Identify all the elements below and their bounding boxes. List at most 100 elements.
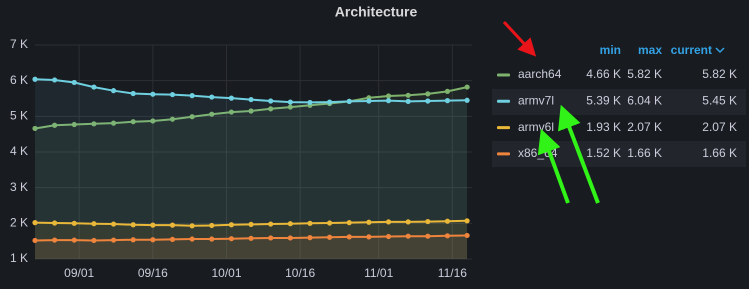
data-point	[189, 236, 195, 242]
data-point	[385, 98, 392, 104]
series-area	[35, 87, 468, 259]
legend-value: 2.07 K	[702, 120, 737, 134]
data-point	[405, 233, 411, 239]
data-point	[425, 91, 431, 97]
legend-swatch	[497, 152, 510, 156]
data-point	[91, 237, 97, 244]
data-point	[346, 98, 352, 104]
legend-swatch	[497, 99, 510, 103]
legend-label: armv6l	[518, 120, 554, 134]
y-tick-label: 5 K	[10, 109, 28, 123]
series-area	[35, 235, 468, 259]
legend-row-background	[492, 141, 746, 167]
data-point	[110, 237, 117, 243]
legend-value: 1.66 K	[627, 146, 662, 160]
data-point	[32, 237, 38, 244]
series-area	[35, 79, 468, 259]
data-point	[248, 221, 254, 228]
data-point	[169, 91, 176, 98]
data-point	[268, 235, 274, 241]
data-point	[228, 236, 235, 242]
data-point	[464, 232, 470, 239]
legend-value: 5.82 K	[627, 67, 662, 81]
data-point	[169, 222, 176, 228]
annotation-arrow	[502, 20, 537, 57]
data-point	[71, 220, 77, 226]
y-tick-label: 1 K	[10, 251, 28, 265]
data-point	[346, 234, 352, 240]
data-point	[346, 220, 352, 226]
legend-value: 2.07 K	[627, 120, 662, 134]
data-point	[71, 79, 77, 86]
data-point	[32, 125, 38, 132]
data-point	[32, 220, 38, 226]
data-point	[150, 118, 156, 124]
data-point	[327, 99, 333, 105]
plot-area: 1 K 2 K 3 K 4 K 5 K 6 K 7 K 09/01 09/16 10/01 10/1…	[10, 37, 472, 280]
data-point	[32, 76, 38, 82]
data-point	[110, 88, 117, 94]
data-point	[110, 221, 117, 227]
data-point	[150, 237, 156, 243]
data-point	[385, 93, 392, 99]
data-point	[366, 219, 372, 225]
data-point	[327, 220, 333, 226]
y-tick-label: 6 K	[10, 73, 28, 87]
data-point	[425, 98, 431, 104]
data-point	[425, 218, 431, 225]
data-point	[385, 233, 392, 240]
y-tick-label: 4 K	[10, 144, 28, 158]
legend-value: 1.93 K	[586, 120, 621, 134]
legend-value: 1.66 K	[702, 146, 737, 160]
legend-value: 5.45 K	[702, 93, 737, 107]
data-point	[52, 122, 58, 128]
data-point	[209, 236, 215, 242]
data-point	[444, 233, 451, 239]
legend-column-header: current	[671, 43, 712, 57]
legend-row-background	[492, 89, 746, 115]
data-point	[405, 92, 411, 98]
data-point	[130, 119, 136, 125]
data-point	[189, 114, 195, 120]
data-point	[385, 219, 392, 225]
data-point	[110, 120, 117, 126]
data-point	[130, 237, 136, 243]
data-point	[52, 237, 58, 243]
data-point	[209, 111, 215, 117]
data-point	[464, 84, 470, 90]
data-point	[52, 77, 58, 83]
data-point	[150, 222, 156, 228]
data-point	[228, 109, 235, 115]
legend-value: 1.52 K	[586, 146, 621, 160]
data-point	[189, 223, 195, 229]
legend-label: armv7l	[518, 93, 554, 107]
data-point	[169, 236, 176, 242]
data-point	[150, 91, 156, 97]
data-point	[444, 218, 451, 224]
data-point	[169, 116, 176, 122]
legend-value: 5.39 K	[586, 93, 621, 107]
data-point	[405, 98, 411, 104]
data-point	[307, 99, 313, 106]
legend-value: 4.66 K	[586, 67, 621, 81]
legend-column-header: max	[638, 43, 662, 57]
data-point	[366, 234, 372, 240]
data-point	[366, 98, 372, 104]
data-point	[91, 121, 97, 127]
legend-value: 5.82 K	[702, 67, 737, 81]
data-point	[268, 221, 274, 227]
data-point	[71, 237, 77, 243]
data-point	[91, 84, 97, 90]
data-point	[228, 222, 235, 228]
data-point	[130, 222, 136, 228]
data-point	[268, 98, 274, 104]
data-point	[287, 235, 293, 241]
data-point	[287, 99, 293, 105]
x-tick-label: 10/16	[285, 266, 315, 280]
y-tick-label: 3 K	[10, 180, 28, 194]
data-point	[464, 97, 470, 103]
annotation-arrow	[537, 128, 570, 204]
data-point	[189, 93, 195, 99]
data-point	[444, 98, 451, 104]
